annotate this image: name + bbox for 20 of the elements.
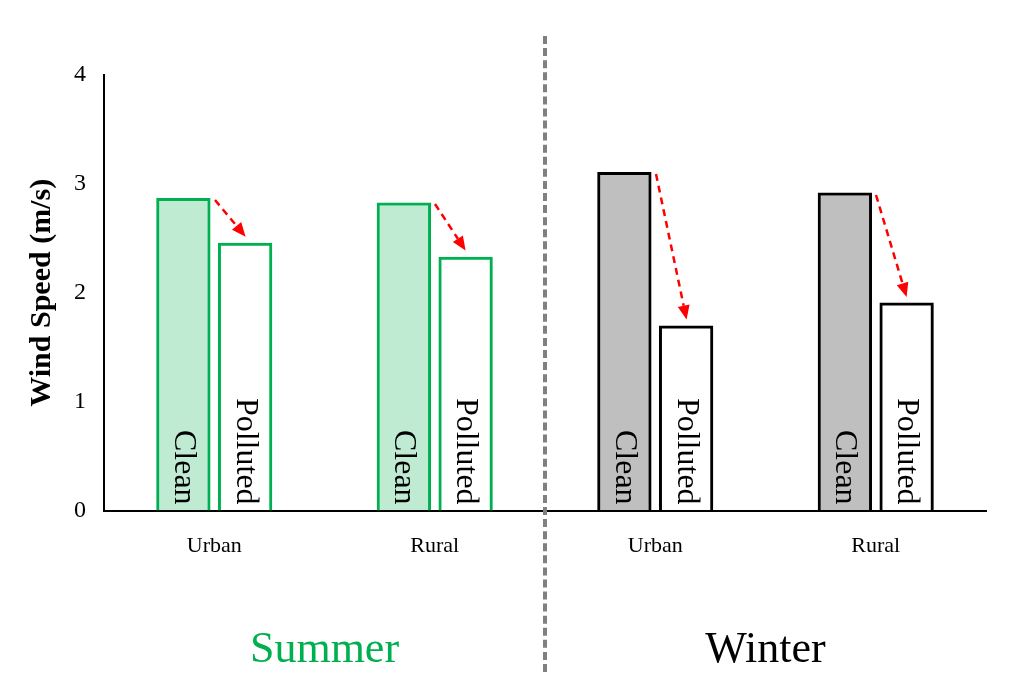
y-tick-label: 0 [74, 495, 86, 522]
y-tick-label: 1 [74, 387, 86, 413]
text: Summer [249, 622, 400, 672]
x-tick-label: Rural [410, 531, 460, 557]
y-tick-label: 4 [74, 60, 86, 87]
x-tick-label: Rural [851, 531, 901, 557]
text: Winter [705, 622, 827, 672]
text: Polluted [450, 397, 487, 505]
text: Polluted [670, 397, 707, 505]
x-tick-label: Urban [186, 531, 242, 557]
text: Polluted [891, 397, 928, 505]
y-tick-label: 2 [74, 278, 86, 305]
series-label: Clean [167, 429, 204, 505]
y-axis-title: Wind Speed (m/s) [22, 178, 57, 407]
text: Clean [608, 429, 645, 505]
series-label: Polluted [229, 397, 266, 505]
y-tick-label: 3 [74, 169, 86, 196]
x-tick-label: Urban [627, 531, 683, 557]
text: Clean [829, 429, 866, 505]
text: Clean [388, 429, 425, 505]
